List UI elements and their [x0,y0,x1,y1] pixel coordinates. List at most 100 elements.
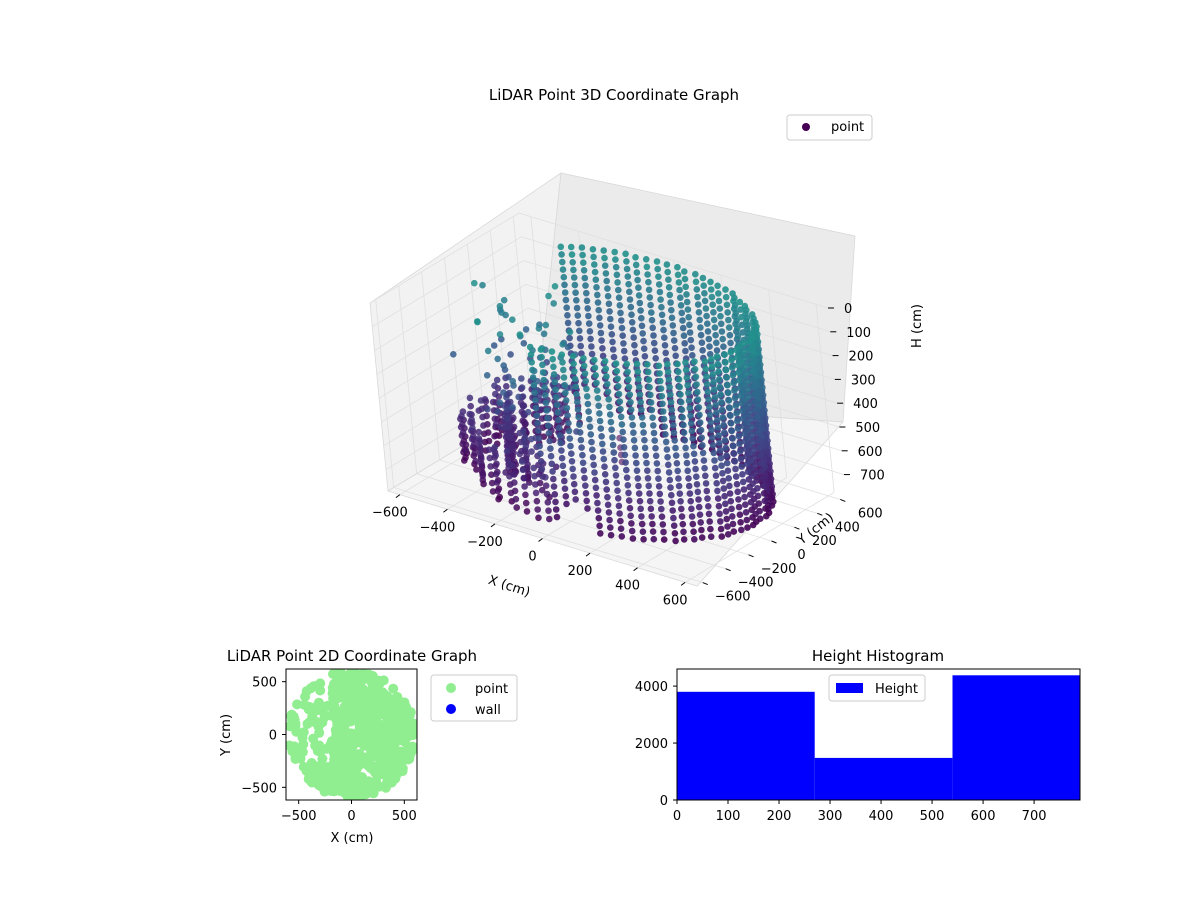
scatter3d-point [723,459,731,467]
scatter3d-point [652,444,659,452]
scatter3d-point [719,477,727,485]
scatter3d-point [562,493,570,500]
scatter3d-point [610,353,618,361]
scatter3d-point [496,399,504,407]
scatter3d-point [685,389,692,397]
scatter3d-point [686,329,694,336]
scatter3d-point [591,469,598,476]
scatter3d-point [540,376,548,384]
scatter3d-point [646,294,654,301]
scatter3d-point [526,479,533,486]
scatter3d-point [579,451,586,459]
scatter3d-point [657,377,664,385]
scatter3d-point [500,389,507,396]
scatter3d-point [591,356,598,364]
scatter3d-point [592,276,600,284]
scatter3d-point [662,431,669,438]
scatter3d-point [585,320,593,327]
x-tick-label: 0 [347,809,355,824]
scatter3d-point [685,482,693,490]
scatter3d-point [637,505,644,513]
scatter3d-point [534,506,541,513]
scatter3d-point [717,454,725,462]
scatter3d-point [720,485,728,492]
scatter3d-point [640,337,647,345]
plot-3d: LiDAR Point 3D Coordinate Graph −600 −600… [369,86,925,608]
scatter3d-point [595,402,602,410]
scatter3d-point [754,421,761,429]
scatter3d-point [747,353,755,360]
scatter3d-point [628,311,635,319]
scatter3d-point [661,423,668,431]
z-tick-label: 0 [844,302,852,317]
scatter3d-point [723,374,730,381]
scatter3d-point [655,475,662,483]
scatter3d-point [708,355,715,363]
scatter3d-point [677,498,684,505]
scatter3d-point [564,412,571,419]
y-tick-label: −400 [738,576,774,591]
scatter3d-point [671,344,679,352]
scatter3d-point [615,294,623,302]
scatter3d-point [548,460,556,468]
scatter3d-point [478,405,486,413]
scatter3d-point [572,289,579,297]
scatter3d-point [580,362,588,370]
scatter3d-point [714,487,721,495]
scatter3d-point [744,322,751,329]
scatter3d-point [621,355,629,362]
scatter3d-point [626,296,634,303]
plot-2d: LiDAR Point 2D Coordinate Graph −500 0 500… [219,647,518,846]
scatter3d-point [712,401,720,409]
scatter3d-point [516,450,524,458]
scatter2d-point [297,732,308,743]
scatter3d-point [571,281,579,289]
scatter3d-point [469,424,476,432]
scatter3d-point [692,373,700,381]
scatter3d-point [680,429,688,437]
scatter3d-point [763,512,770,520]
scatter2d-point [388,683,399,694]
scatter3d-point [491,415,499,423]
scatter3d-point [612,256,619,263]
y-tick-label: 600 [858,506,883,521]
scatter3d-point [753,413,761,421]
scatter3d-point [557,243,565,251]
scatter3d-point [576,335,584,342]
scatter3d-point [678,309,686,317]
scatter3d-point [711,464,719,472]
scatter3d-point [524,461,531,468]
scatter2d-point [295,753,306,764]
scatter3d-point [547,445,554,452]
scatter3d-point [722,359,729,366]
scatter3d-point [707,525,714,533]
plot-hist-legend-box [828,674,926,702]
scatter3d-point [563,304,570,312]
scatter3d-point [573,297,580,304]
scatter3d-point [694,388,701,396]
scatter3d-point [555,424,563,432]
scatter3d-point [561,289,569,296]
scatter3d-point [535,325,543,332]
scatter2d-point [301,686,312,697]
scatter3d-point [644,368,652,376]
scatter3d-point [672,452,680,459]
scatter3d-point [719,470,726,477]
grid-line-left-y [512,216,532,405]
grid-line-back-x [815,304,835,493]
scatter3d-point [668,499,676,507]
scatter3d-point [724,523,731,530]
scatter3d-point [702,305,710,312]
scatter3d-point [534,419,541,427]
scatter3d-point [710,316,718,324]
scatter3d-point [762,505,769,512]
scatter3d-point [657,296,664,303]
scatter3d-point [593,387,601,394]
scatter3d-point [484,347,492,355]
scatter3d-point [590,461,597,469]
scatter3d-point [565,427,573,435]
scatter3d-point [588,350,596,358]
scatter3d-point [618,421,626,428]
scatter3d-point [591,268,599,276]
scatter3d-point [550,300,557,307]
